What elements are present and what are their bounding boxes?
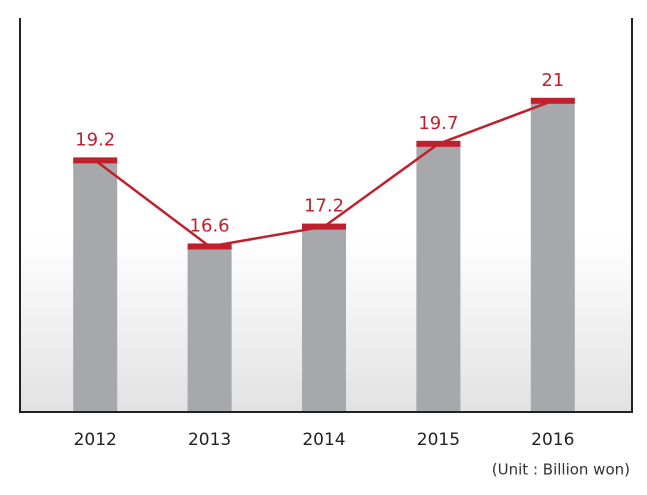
value-label: 19.2 — [75, 129, 115, 150]
value-label: 19.7 — [418, 113, 458, 134]
trend-line — [94, 99, 554, 248]
value-label: 17.2 — [304, 196, 344, 217]
value-label: 21 — [541, 70, 564, 91]
x-tick-label: 2014 — [302, 430, 345, 450]
x-tick-label: 2016 — [531, 430, 574, 450]
bar — [416, 143, 461, 412]
marks — [73, 97, 575, 413]
unit-note: (Unit : Billion won) — [492, 461, 630, 479]
x-tick-label: 2015 — [417, 430, 460, 450]
bar — [302, 226, 346, 412]
value-label: 16.6 — [190, 215, 230, 236]
bar — [187, 246, 232, 412]
x-tick-label: 2012 — [74, 430, 117, 450]
bar — [530, 100, 575, 413]
bar — [73, 160, 118, 412]
x-tick-label: 2013 — [188, 430, 231, 450]
